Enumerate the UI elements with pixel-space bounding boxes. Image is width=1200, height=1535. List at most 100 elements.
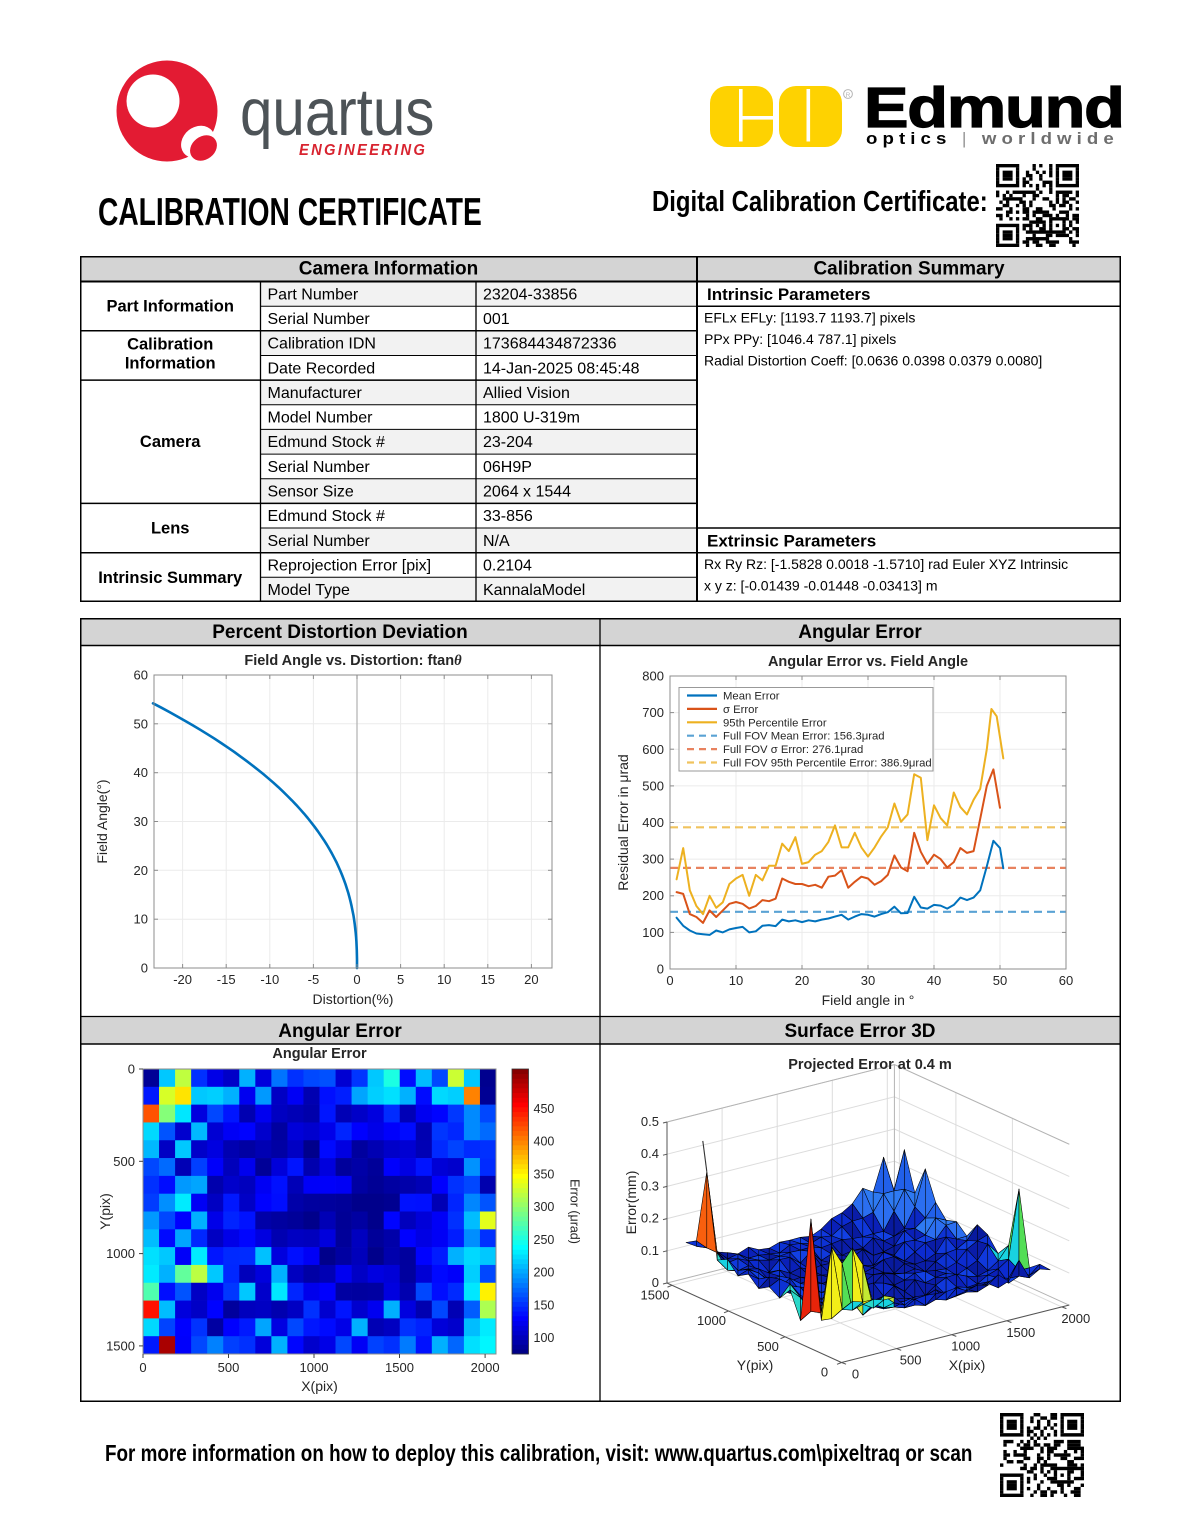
- svg-text:Camera: Camera: [140, 433, 201, 451]
- svg-text:Full FOV σ Error: 276.1μrad: Full FOV σ Error: 276.1μrad: [723, 744, 863, 756]
- svg-text:2000: 2000: [471, 1360, 500, 1375]
- svg-text:200: 200: [534, 1266, 555, 1280]
- svg-text:60: 60: [134, 668, 148, 683]
- svg-text:Manufacturer: Manufacturer: [268, 385, 363, 402]
- svg-text:500: 500: [900, 1353, 922, 1368]
- svg-text:0: 0: [852, 1367, 859, 1382]
- svg-text:20: 20: [524, 972, 538, 987]
- svg-text:30: 30: [861, 973, 875, 988]
- svg-text:600: 600: [642, 742, 664, 757]
- svg-text:Calibration Summary: Calibration Summary: [813, 259, 1005, 280]
- svg-text:Mean Error: Mean Error: [723, 691, 780, 703]
- svg-text:30: 30: [134, 814, 148, 829]
- svg-text:0: 0: [652, 1275, 659, 1290]
- svg-text:1500: 1500: [106, 1338, 135, 1353]
- svg-text:0: 0: [353, 972, 360, 987]
- svg-text:Reprojection Error [pix]: Reprojection Error [pix]: [268, 558, 432, 575]
- svg-text:1500: 1500: [641, 1287, 670, 1302]
- svg-text:Edmund Stock #: Edmund Stock #: [268, 508, 386, 525]
- svg-text:1500: 1500: [385, 1360, 414, 1375]
- svg-text:1000: 1000: [300, 1360, 329, 1375]
- svg-text:Part Information: Part Information: [106, 298, 233, 316]
- svg-text:400: 400: [642, 815, 664, 830]
- svg-text:23204-33856: 23204-33856: [483, 286, 577, 303]
- svg-text:500: 500: [757, 1339, 779, 1354]
- svg-text:15: 15: [481, 972, 495, 987]
- svg-text:N/A: N/A: [483, 533, 510, 550]
- svg-text:Percent Distortion Deviation: Percent Distortion Deviation: [212, 622, 468, 643]
- svg-text:Error (μrad): Error (μrad): [568, 1179, 582, 1244]
- svg-text:500: 500: [218, 1360, 240, 1375]
- svg-text:Lens: Lens: [151, 520, 190, 538]
- svg-text:Angular Error: Angular Error: [798, 622, 922, 643]
- svg-text:2000: 2000: [1061, 1311, 1090, 1326]
- svg-text:0: 0: [139, 1360, 146, 1375]
- svg-text:Calibration: Calibration: [127, 336, 213, 354]
- svg-text:X(pix): X(pix): [301, 1378, 338, 1394]
- svg-text:Radial Distortion Coeff: [0.06: Radial Distortion Coeff: [0.0636 0.0398 …: [704, 353, 1042, 369]
- svg-text:0: 0: [657, 962, 664, 977]
- svg-text:Part Number: Part Number: [268, 286, 359, 303]
- svg-text:1000: 1000: [697, 1313, 726, 1328]
- svg-text:Field angle in °: Field angle in °: [822, 992, 915, 1008]
- svg-text:500: 500: [113, 1154, 135, 1169]
- svg-text:Surface Error 3D: Surface Error 3D: [784, 1021, 935, 1042]
- svg-text:Intrinsic Summary: Intrinsic Summary: [98, 569, 243, 587]
- svg-text:Residual Error in μrad: Residual Error in μrad: [615, 754, 631, 890]
- svg-text:Distortion(%): Distortion(%): [313, 991, 394, 1007]
- svg-text:10: 10: [729, 973, 743, 988]
- svg-text:2064 x 1544: 2064 x 1544: [483, 484, 571, 501]
- svg-text:Sensor Size: Sensor Size: [268, 484, 354, 501]
- svg-text:0.1: 0.1: [641, 1243, 659, 1258]
- svg-text:40: 40: [134, 765, 148, 780]
- svg-text:σ Error: σ Error: [723, 704, 758, 716]
- svg-text:10: 10: [134, 912, 148, 927]
- svg-text:14-Jan-2025 08:45:48: 14-Jan-2025 08:45:48: [483, 360, 640, 377]
- svg-text:Calibration IDN: Calibration IDN: [268, 336, 376, 353]
- svg-text:0: 0: [821, 1365, 828, 1380]
- svg-text:400: 400: [534, 1135, 555, 1149]
- svg-text:300: 300: [534, 1200, 555, 1214]
- svg-text:100: 100: [534, 1331, 555, 1345]
- svg-text:300: 300: [642, 852, 664, 867]
- svg-text:5: 5: [397, 972, 404, 987]
- svg-text:Angular Error: Angular Error: [272, 1046, 367, 1062]
- svg-text:450: 450: [534, 1102, 555, 1116]
- svg-text:Model Number: Model Number: [268, 410, 374, 427]
- svg-text:1800 U-319m: 1800 U-319m: [483, 410, 580, 427]
- svg-text:-20: -20: [173, 972, 192, 987]
- svg-text:Full FOV Mean Error: 156.3μrad: Full FOV Mean Error: 156.3μrad: [723, 731, 885, 743]
- svg-text:800: 800: [642, 669, 664, 684]
- svg-text:500: 500: [642, 778, 664, 793]
- svg-text:23-204: 23-204: [483, 434, 533, 451]
- svg-text:60: 60: [1059, 973, 1073, 988]
- svg-text:Error(mm): Error(mm): [623, 1171, 639, 1235]
- svg-text:Camera Information: Camera Information: [299, 259, 478, 280]
- svg-text:0.4: 0.4: [641, 1146, 659, 1161]
- svg-text:50: 50: [134, 716, 148, 731]
- svg-text:Angular Error: Angular Error: [278, 1021, 402, 1042]
- svg-text:150: 150: [534, 1298, 555, 1312]
- svg-text:33-856: 33-856: [483, 508, 533, 525]
- svg-text:EFLx EFLy: [1193.7 1193.7] pix: EFLx EFLy: [1193.7 1193.7] pixels: [704, 310, 915, 326]
- svg-text:20: 20: [134, 863, 148, 878]
- svg-text:Field Angle vs. Distortion: ft: Field Angle vs. Distortion: ftanθ: [244, 653, 462, 669]
- svg-text:-10: -10: [260, 972, 279, 987]
- svg-text:Field Angle(°): Field Angle(°): [94, 779, 110, 863]
- svg-text:001: 001: [483, 311, 510, 328]
- svg-text:1000: 1000: [951, 1339, 980, 1354]
- svg-text:-15: -15: [217, 972, 236, 987]
- svg-text:1500: 1500: [1006, 1325, 1035, 1340]
- svg-text:X(pix): X(pix): [949, 1357, 986, 1373]
- svg-text:0.2104: 0.2104: [483, 558, 532, 575]
- svg-text:KannalaModel: KannalaModel: [483, 582, 585, 599]
- svg-text:R: R: [846, 92, 851, 99]
- svg-text:Serial Number: Serial Number: [268, 533, 371, 550]
- svg-text:06H9P: 06H9P: [483, 459, 532, 476]
- svg-text:Extrinsic Parameters: Extrinsic Parameters: [707, 531, 876, 550]
- svg-text:Rx Ry Rz: [-1.5828 0.0018 -1.5: Rx Ry Rz: [-1.5828 0.0018 -1.5710] rad E…: [704, 556, 1068, 572]
- svg-text:Information: Information: [125, 355, 216, 373]
- svg-text:Serial Number: Serial Number: [268, 459, 371, 476]
- svg-text:40: 40: [927, 973, 941, 988]
- svg-text:0: 0: [128, 1062, 135, 1077]
